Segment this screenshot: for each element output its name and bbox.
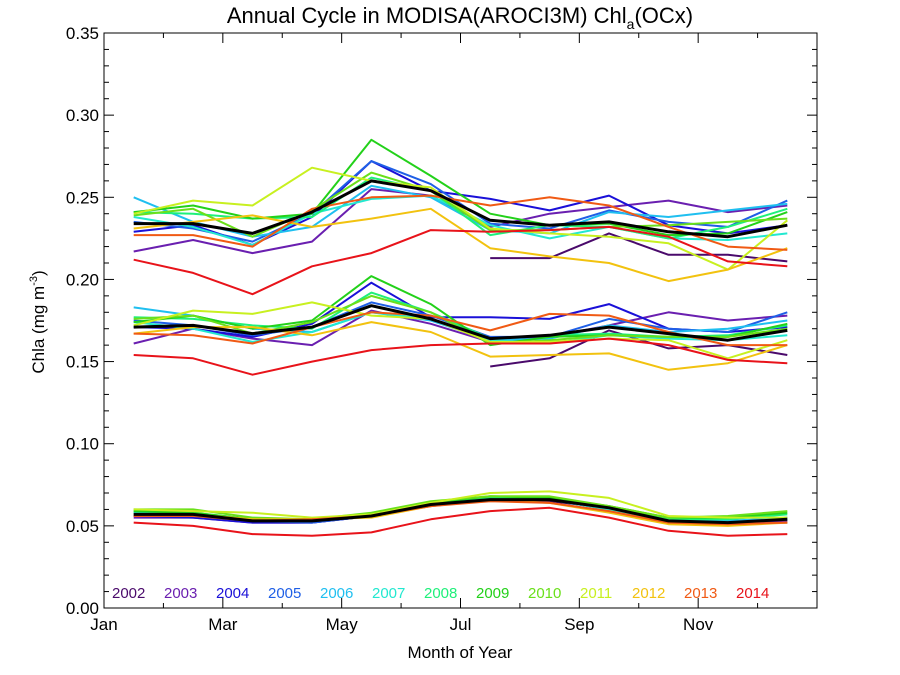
legend-item-2007: 2007 [372, 585, 405, 602]
series-line-2008-upper [133, 176, 788, 240]
series-line-2003-middle [133, 309, 788, 347]
series-line-2009-upper [133, 138, 788, 237]
series-line-2012-upper [133, 207, 788, 283]
x-tick-label: Nov [683, 615, 714, 634]
y-tick-label: 0.30 [66, 106, 99, 125]
series-line-2014-upper [133, 225, 788, 296]
x-tick-label: Sep [564, 615, 594, 634]
y-tick-label: 0.35 [66, 24, 99, 43]
legend-item-2011: 2011 [580, 585, 612, 602]
x-tick-label: Jul [450, 615, 472, 634]
y-tick-label: 0.25 [66, 188, 99, 207]
legend-item-2003: 2003 [164, 585, 197, 602]
y-tick-label: 0.05 [66, 517, 99, 536]
series-line-2011-lower [133, 490, 788, 519]
y-tick-label: 0.10 [66, 435, 99, 454]
y-axis-label-main: Chla (mg m [29, 286, 48, 374]
y-axis-label: Chla (mg m-3) [28, 270, 48, 373]
plot-area [133, 138, 788, 537]
x-tick-label: Jan [90, 615, 117, 634]
legend: 2002 2003 2004 2005 2006 2007 2008 2009 2010 2011… [112, 585, 769, 602]
y-axis-label-close: ) [29, 270, 48, 276]
series-line-2011-middle [133, 301, 788, 360]
legend-item-2012: 2012 [632, 585, 665, 602]
series-line-2011-upper [133, 166, 788, 271]
legend-item-2008: 2008 [424, 585, 457, 602]
chart-title-suffix: (OCx) [634, 3, 693, 28]
y-tick-label: 0.20 [66, 270, 99, 289]
legend-item-2013: 2013 [684, 585, 717, 602]
legend-item-2009: 2009 [476, 585, 509, 602]
y-tick-label: 0.00 [66, 599, 99, 618]
series-line-2014-lower [133, 506, 788, 537]
legend-item-2002: 2002 [112, 585, 145, 602]
legend-item-2005: 2005 [268, 585, 301, 602]
series-line-2002-upper [490, 232, 788, 263]
legend-item-2004: 2004 [216, 585, 249, 602]
x-tick-label: May [326, 615, 359, 634]
legend-item-2010: 2010 [528, 585, 561, 602]
mean-line-lower [133, 498, 788, 525]
series-line-2013-upper [133, 194, 788, 251]
axes: 0.00 0.05 0.10 0.15 0.20 0.25 0.30 0.35 Jan Mar Ma… [66, 24, 818, 634]
series-line-2014-middle [133, 337, 788, 376]
y-tick-label: 0.15 [66, 353, 99, 372]
y-axis-label-superscript: -3 [28, 276, 40, 286]
x-axis-label: Month of Year [408, 643, 513, 662]
mean-line-middle [133, 304, 788, 342]
mean-line-upper [133, 179, 788, 239]
chart-title: Annual Cycle in MODISA(AROCI3M) Chla(OCx… [227, 3, 693, 32]
legend-item-2006: 2006 [320, 585, 353, 602]
chart-title-main: Annual Cycle in MODISA(AROCI3M) Chl [227, 3, 627, 28]
legend-item-2014: 2014 [736, 585, 769, 602]
x-tick-label: Mar [208, 615, 238, 634]
chart-title-subscript: a [627, 16, 635, 32]
